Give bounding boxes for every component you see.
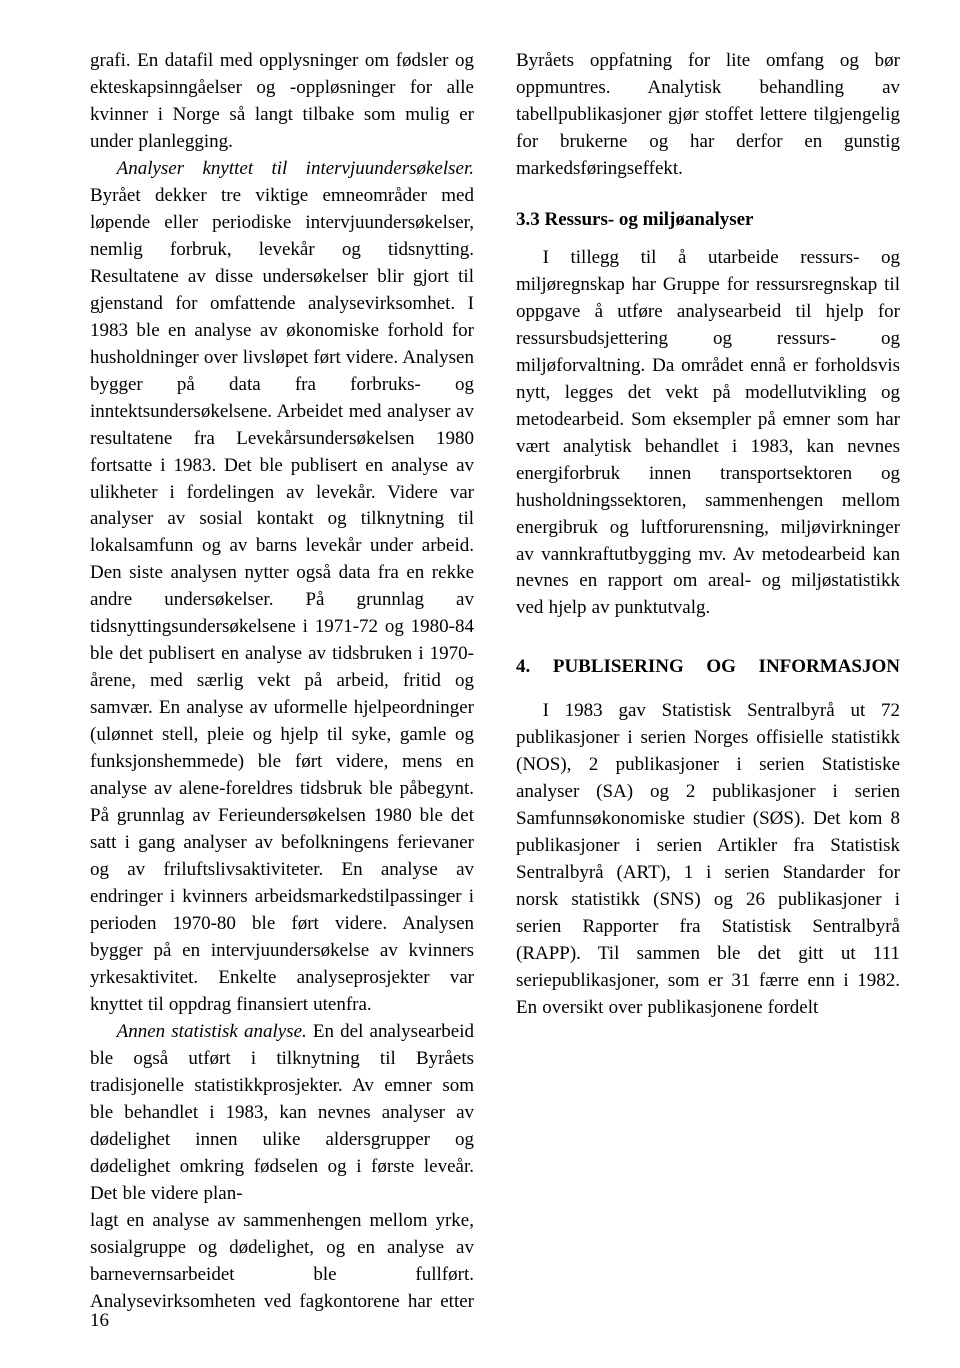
- section-3-3-body: I tillegg til å utarbeide ressurs- og mi…: [516, 245, 900, 623]
- left-para3-lead-label: Annen statistisk analyse.: [117, 1021, 307, 1042]
- left-para3-body: En del analysearbeid ble også utført i t…: [90, 1021, 474, 1204]
- left-para2-body: Byrået dekker tre viktige emneområder me…: [90, 185, 474, 1015]
- left-para3: Annen statistisk analyse. En del analyse…: [90, 1019, 474, 1208]
- section-4-heading: 4. PUBLISERING OG INFORMASJON: [516, 656, 900, 678]
- section-3-3-heading: 3.3 Ressurs- og miljøanalyser: [516, 209, 900, 231]
- left-para2-lead-label: Analyser knyttet til intervjuundersøkels…: [117, 158, 474, 179]
- page-number: 16: [90, 1310, 109, 1332]
- left-para1-continuation: grafi. En datafil med opplysninger om fø…: [90, 48, 474, 156]
- page-container: grafi. En datafil med opplysninger om fø…: [0, 0, 960, 1368]
- section-4-body: I 1983 gav Statistisk Sentralbyrå ut 72 …: [516, 698, 900, 1022]
- left-para2: Analyser knyttet til intervjuundersøkels…: [90, 156, 474, 1019]
